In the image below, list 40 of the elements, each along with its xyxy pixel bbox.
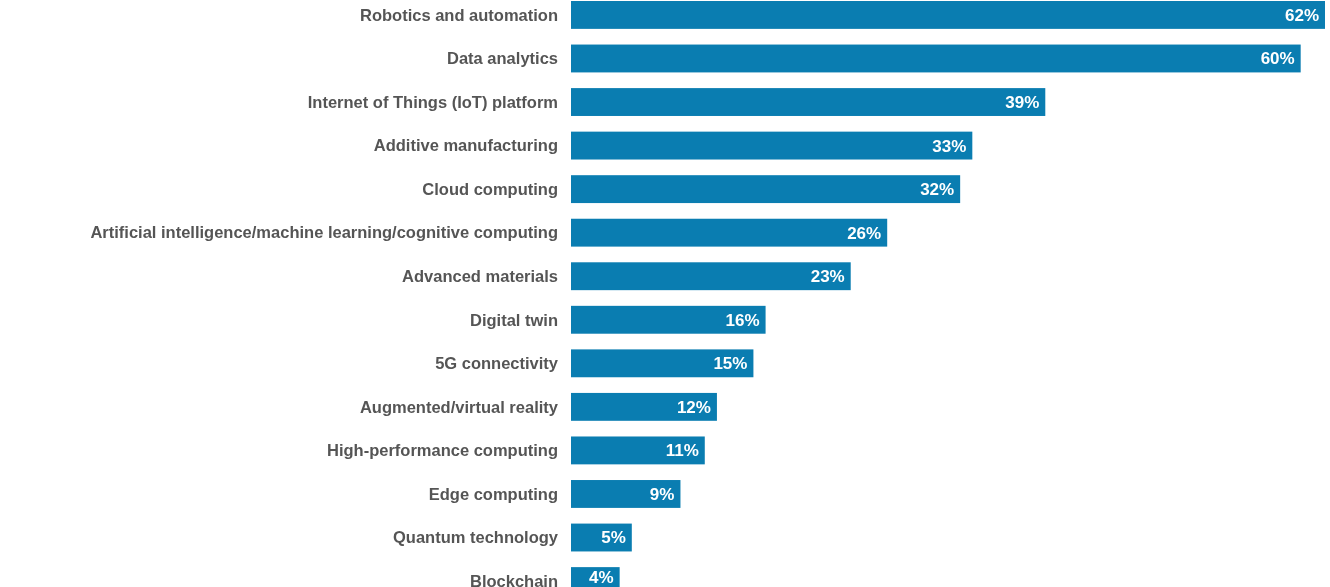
data-label: 12%: [676, 397, 711, 417]
data-label: 62%: [1284, 5, 1319, 25]
data-label: 32%: [920, 180, 955, 200]
data-label: 16%: [725, 310, 760, 330]
y-tick-label: Advanced materials: [402, 267, 558, 285]
y-tick-label: Data analytics: [447, 49, 558, 68]
bar: [571, 349, 754, 378]
bar: [571, 88, 1046, 116]
data-label: 11%: [665, 441, 699, 461]
data-label: 26%: [847, 223, 882, 243]
bar: [571, 175, 961, 204]
data-label: 39%: [1005, 92, 1040, 112]
bar: [571, 1, 1325, 29]
y-tick-label: Quantum technology: [393, 528, 559, 547]
bar: [571, 262, 851, 291]
bar: [571, 392, 717, 421]
data-label: 15%: [713, 354, 748, 374]
data-label: 5%: [601, 528, 626, 548]
y-tick-label: Artificial intelligence/machine learning/cognitive computing: [90, 223, 558, 242]
data-label: 60%: [1260, 49, 1295, 69]
y-tick-label: High-performance computing: [326, 441, 558, 460]
y-tick-label: Digital twin: [470, 310, 558, 329]
data-label: 9%: [649, 484, 675, 504]
y-tick-label: Robotics and automation: [360, 5, 558, 24]
y-tick-label: Augmented/virtual reality: [359, 397, 559, 416]
bar: [571, 480, 681, 508]
bar: [571, 305, 766, 334]
y-tick-label: Blockchain: [469, 571, 558, 587]
y-tick-label: Cloud computing: [422, 179, 558, 198]
bar: [571, 436, 705, 465]
bar: [571, 218, 888, 247]
data-label: 33%: [932, 136, 967, 156]
y-tick-label: Internet of Things (IoT) platform: [307, 92, 558, 111]
y-tick-label: Edge computing: [428, 484, 558, 503]
y-tick-label: 5G connectivity: [435, 354, 559, 373]
bar: [571, 131, 973, 160]
data-label: 4%: [589, 568, 614, 587]
bar: [571, 44, 1301, 73]
data-label: 23%: [810, 267, 845, 287]
y-tick-label: Additive manufacturing: [373, 136, 558, 155]
